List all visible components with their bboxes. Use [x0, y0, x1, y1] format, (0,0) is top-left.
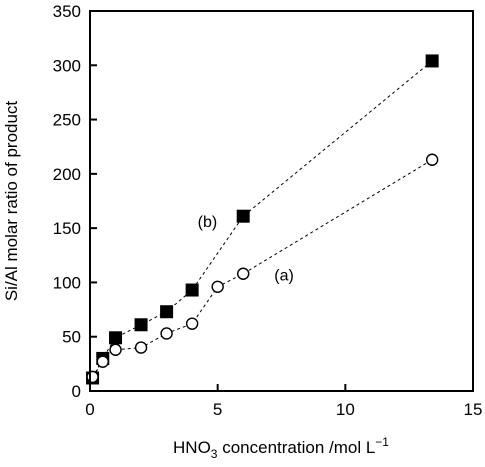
y-tick-label: 0 — [72, 382, 81, 401]
data-point-square — [425, 54, 439, 68]
x-axis-label: HNO3 concentration /mol L−1 — [173, 435, 389, 461]
data-point-circle — [211, 280, 224, 293]
data-point-square — [236, 209, 250, 223]
x-tick-label: 15 — [464, 400, 483, 419]
data-point-circle — [96, 355, 109, 368]
y-axis-label: Si/Al molar ratio of product — [2, 101, 21, 302]
data-point-circle — [425, 153, 439, 166]
data-point-circle — [236, 267, 250, 280]
x-axis-label-rest: concentration /mol L — [217, 438, 375, 457]
series-annotation: (a) — [274, 267, 294, 284]
y-tick-label: 250 — [53, 111, 81, 130]
y-tick-label: 200 — [53, 165, 81, 184]
data-markers — [86, 54, 439, 385]
data-point-square — [185, 283, 199, 297]
x-axis-label-main: HNO — [173, 438, 211, 457]
data-point-circle — [160, 327, 173, 340]
y-tick-label: 100 — [53, 273, 81, 292]
y-tick-label: 300 — [53, 56, 81, 75]
ticks — [89, 10, 474, 392]
x-axis-label-subscript: 3 — [211, 447, 218, 461]
x-tick-label: 5 — [213, 400, 222, 419]
series-annotation: (b) — [198, 214, 218, 231]
data-point-square — [109, 331, 123, 345]
y-tick-label: 150 — [53, 219, 81, 238]
plot-frame — [89, 10, 474, 392]
y-tick-label: 50 — [62, 328, 81, 347]
data-point-square — [160, 305, 174, 319]
data-point-square — [134, 318, 148, 332]
annotations: (b) (a) — [198, 214, 294, 284]
axes — [89, 10, 474, 392]
x-tick-label: 0 — [85, 400, 94, 419]
x-axis-label-superscript: −1 — [375, 435, 389, 449]
data-point-circle — [185, 317, 199, 330]
y-tick-label: 350 — [53, 2, 81, 21]
data-point-circle — [109, 343, 122, 356]
data-point-circle — [134, 341, 148, 354]
x-tick-label: 10 — [336, 400, 355, 419]
data-point-circle — [86, 370, 99, 384]
